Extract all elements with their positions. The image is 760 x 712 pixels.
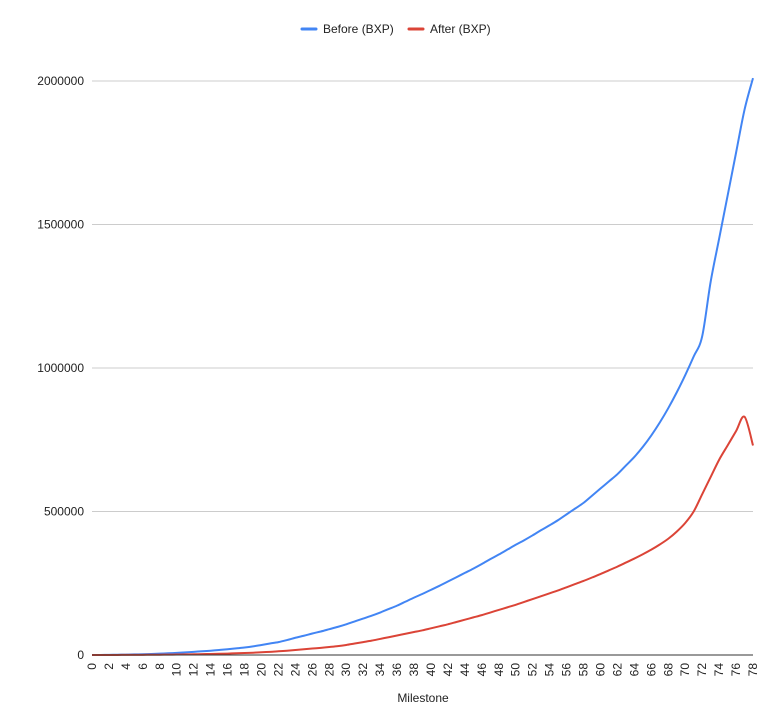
x-tick-label: 2	[102, 663, 116, 670]
x-tick-label: 76	[729, 663, 743, 677]
x-tick-label: 12	[187, 663, 201, 677]
x-tick-label: 10	[170, 663, 184, 677]
x-tick-label: 4	[119, 663, 133, 670]
x-tick-label: 44	[458, 663, 472, 677]
x-tick-label: 40	[424, 663, 438, 677]
x-tick-label: 6	[136, 663, 150, 670]
x-tick-label: 74	[712, 663, 726, 677]
x-tick-label: 48	[492, 663, 506, 677]
series-line-after	[91, 415, 754, 656]
x-tick-label: 58	[577, 663, 591, 677]
x-tick-label: 52	[526, 663, 540, 677]
x-tick-label: 30	[339, 663, 353, 677]
x-tick-label: 66	[644, 663, 658, 677]
x-tick-label: 78	[746, 663, 760, 677]
x-tick-label: 24	[288, 663, 302, 677]
x-tick-label: 14	[204, 663, 218, 677]
x-axis-ticks: 0 2 4 6 8 10 12 14 16 18 20 22 24 26 28 30 32 34 36 38 40 42 4…	[85, 663, 760, 677]
x-tick-label: 60	[593, 663, 607, 677]
x-tick-label: 26	[305, 663, 319, 677]
x-tick-label: 50	[509, 663, 523, 677]
legend: Before (BXP) After (BXP)	[300, 22, 491, 36]
legend-label-after: After (BXP)	[430, 22, 491, 36]
x-tick-label: 70	[678, 663, 692, 677]
y-tick-label: 0	[77, 648, 84, 662]
y-tick-label: 1500000	[37, 218, 84, 232]
x-tick-label: 68	[661, 663, 675, 677]
x-tick-label: 0	[85, 663, 99, 670]
x-tick-label: 46	[475, 663, 489, 677]
x-axis-title: Milestone	[397, 691, 449, 705]
x-tick-label: 18	[238, 663, 252, 677]
x-tick-label: 64	[627, 663, 641, 677]
x-tick-label: 20	[254, 663, 268, 677]
x-tick-label: 72	[695, 663, 709, 677]
series-line-before	[91, 77, 754, 656]
y-tick-label: 500000	[44, 505, 84, 519]
x-tick-label: 34	[373, 663, 387, 677]
x-tick-label: 8	[153, 663, 167, 670]
x-tick-label: 38	[407, 663, 421, 677]
x-tick-label: 54	[543, 663, 557, 677]
series-lines	[91, 77, 754, 656]
x-tick-label: 42	[441, 663, 455, 677]
x-tick-label: 22	[271, 663, 285, 677]
legend-label-before: Before (BXP)	[323, 22, 394, 36]
x-tick-label: 32	[356, 663, 370, 677]
y-tick-label: 2000000	[37, 74, 84, 88]
x-tick-label: 16	[221, 663, 235, 677]
y-tick-label: 1000000	[37, 361, 84, 375]
x-tick-label: 56	[560, 663, 574, 677]
y-axis-ticks: 0 500000 1000000 1500000 2000000	[37, 74, 84, 662]
gridlines	[92, 80, 753, 512]
x-tick-label: 62	[610, 663, 624, 677]
x-tick-label: 28	[322, 663, 336, 677]
x-tick-label: 36	[390, 663, 404, 677]
